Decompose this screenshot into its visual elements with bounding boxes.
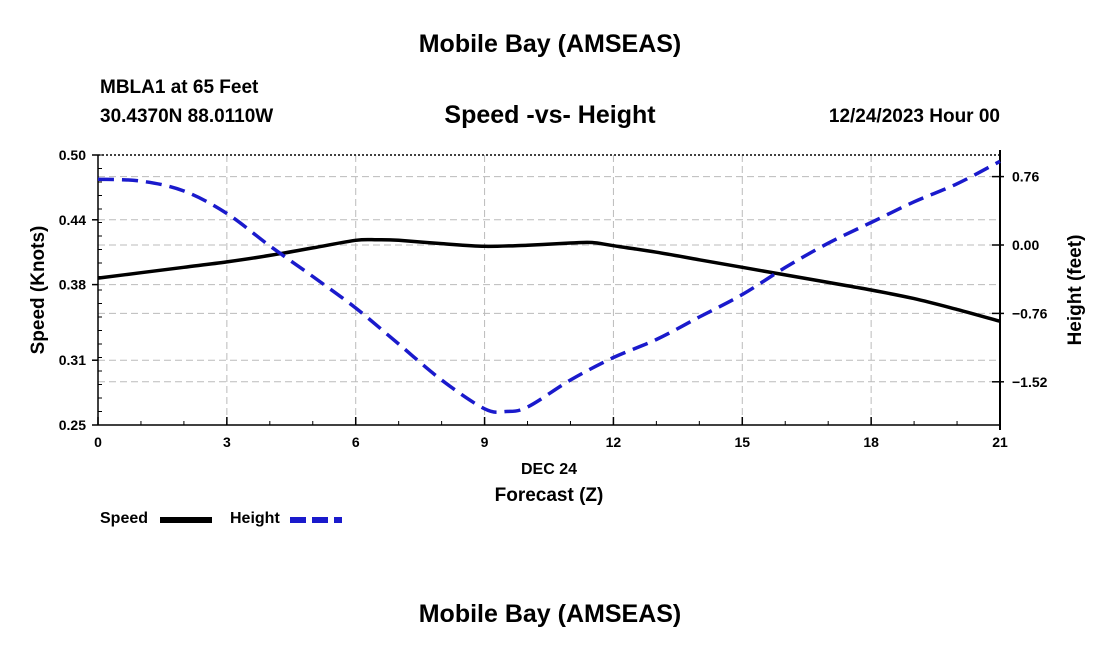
series-layer (97, 159, 1001, 414)
label-layer: 0 3 6 9 12 15 18 21 0.25 0.31 0.38 0.44 0.50 −1.52 −0.… (28, 147, 1086, 523)
axis-layer (92, 150, 1004, 430)
chart-title: Mobile Bay (AMSEAS) (418, 30, 682, 58)
legend-speed-label: Speed (100, 510, 149, 527)
x-axis-title: Forecast (Z) (495, 485, 604, 506)
y-right-tick-label: −1.52 (1012, 374, 1048, 390)
x-tick-label: 21 (992, 434, 1008, 450)
x-tick-label: 15 (734, 434, 750, 450)
y-right-tick-label: 0.00 (1012, 237, 1039, 253)
y-left-tick-label: 0.44 (59, 212, 86, 228)
y-left-tick-label: 0.38 (59, 277, 86, 293)
chart-subtitle: Speed -vs- Height (444, 101, 656, 129)
y-right-tick-label: 0.76 (1012, 169, 1039, 185)
y-left-tick-label: 0.25 (59, 417, 86, 433)
x-tick-label: 3 (223, 434, 231, 450)
y-right-axis-title: Height (feet) (1065, 235, 1086, 346)
x-tick-label: 18 (863, 434, 879, 450)
forecast-datetime: 12/24/2023 Hour 00 (828, 106, 1000, 127)
y-left-axis-title: Speed (Knots) (28, 226, 49, 355)
station-coordinates: 30.4370N 88.0110W (100, 106, 274, 127)
y-left-tick-label: 0.50 (59, 147, 86, 163)
legend-height-label: Height (230, 510, 280, 527)
x-tick-label: 12 (606, 434, 622, 450)
x-tick-label: 9 (481, 434, 489, 450)
series-line-height (97, 159, 1001, 414)
x-tick-label: 6 (352, 434, 360, 450)
x-axis-date-label: DEC 24 (521, 461, 577, 478)
y-left-tick-label: 0.31 (59, 352, 86, 368)
series-line-speed (97, 237, 1001, 323)
y-right-tick-label: −0.76 (1012, 305, 1048, 321)
x-tick-label: 0 (94, 434, 102, 450)
footer-title: Mobile Bay (AMSEAS) (418, 600, 682, 628)
station-label: MBLA1 at 65 Feet (100, 77, 259, 98)
